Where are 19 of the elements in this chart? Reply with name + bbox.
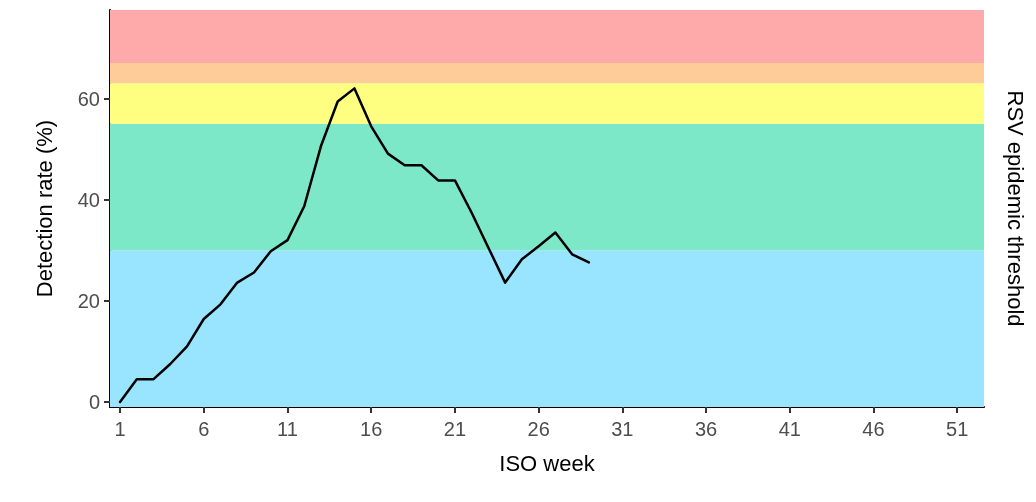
- y-tick-label: 0: [88, 390, 100, 413]
- y-tick-label: 20: [77, 289, 100, 312]
- line-series: [118, 87, 591, 404]
- x-tick-label: 1: [114, 418, 126, 440]
- y-axis-title: Detection rate (%): [31, 119, 57, 298]
- y2-axis-title: RSV epidemic threshold: [1002, 90, 1028, 327]
- x-tick-label: 16: [360, 418, 383, 440]
- x-tick-label: 41: [778, 418, 801, 440]
- x-tick-label: 26: [527, 418, 550, 440]
- x-tick-label: 31: [611, 418, 634, 440]
- x-tick-label: 21: [443, 418, 467, 440]
- x-tick-label: 51: [946, 418, 969, 440]
- y-tick-label: 40: [77, 188, 100, 211]
- x-tick-label: 6: [198, 418, 210, 440]
- x-tick-label: 36: [694, 418, 718, 440]
- x-tick-label: 46: [862, 418, 885, 440]
- y-tick-label: 60: [77, 87, 100, 110]
- x-axis-title: ISO week: [499, 450, 596, 476]
- x-tick-label: 11: [277, 418, 298, 440]
